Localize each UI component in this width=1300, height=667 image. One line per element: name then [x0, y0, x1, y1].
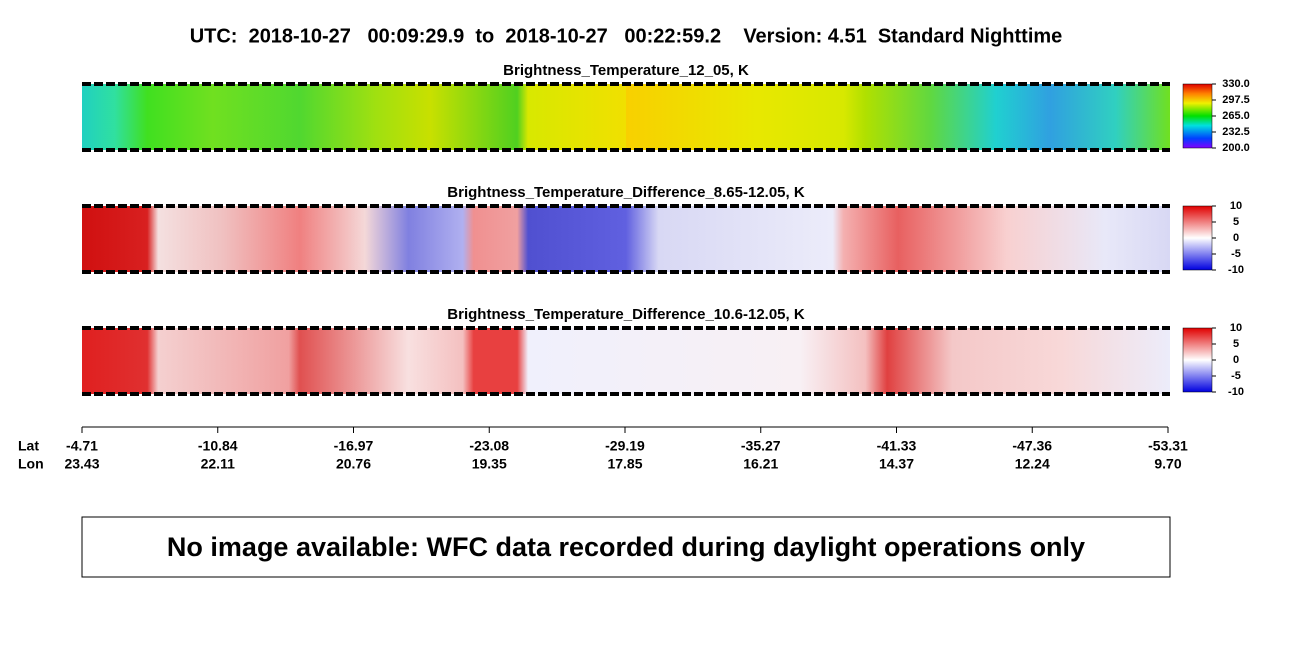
lat-tick-label: -10.84 — [198, 438, 238, 454]
lon-tick-label: 12.24 — [1015, 456, 1050, 472]
page-title: UTC: 2018-10-27 00:09:29.9 to 2018-10-27… — [190, 25, 1063, 47]
lat-tick-label: -47.36 — [1012, 438, 1052, 454]
colorbar — [1182, 327, 1213, 393]
colorbar — [1182, 205, 1213, 271]
lat-label: Lat — [18, 438, 39, 454]
lon-tick-label: 17.85 — [607, 456, 642, 472]
lat-tick-label: -4.71 — [66, 438, 98, 454]
colorbar-tick-label: 200.0 — [1222, 142, 1250, 154]
colorbar-tick-label: -5 — [1231, 248, 1241, 260]
lat-tick-label: -23.08 — [469, 438, 509, 454]
lon-tick-label: 14.37 — [879, 456, 914, 472]
colorbar-tick-label: 0 — [1233, 354, 1239, 366]
message: No image available: WFC data recorded du… — [167, 532, 1085, 562]
panel-title: Brightness_Temperature_Difference_10.6-1… — [447, 306, 805, 323]
colorbar-tick-label: -5 — [1231, 370, 1241, 382]
colorbar — [1182, 83, 1213, 149]
colorbar-tick-label: 330.0 — [1222, 78, 1250, 90]
lon-tick-label: 23.43 — [64, 456, 99, 472]
panel-title: Brightness_Temperature_Difference_8.65-1… — [447, 184, 805, 201]
colorbar-tick-label: 10 — [1230, 200, 1242, 212]
lat-tick-label: -16.97 — [334, 438, 374, 454]
colorbar-tick-label: -10 — [1228, 386, 1244, 398]
colorbar-tick-label: 5 — [1233, 216, 1239, 228]
colorbar-tick-label: 232.5 — [1222, 126, 1250, 138]
lat-tick-label: -35.27 — [741, 438, 781, 454]
lat-tick-label: -29.19 — [605, 438, 645, 454]
lon-tick-label: 16.21 — [743, 456, 778, 472]
swath-image — [82, 206, 1170, 272]
lon-tick-label: 9.70 — [1154, 456, 1181, 472]
swath-image — [82, 328, 1170, 394]
lat-tick-label: -41.33 — [877, 438, 917, 454]
colorbar-tick-label: 5 — [1233, 338, 1239, 350]
colorbar-tick-label: 265.0 — [1222, 110, 1250, 122]
colorbar-tick-label: 10 — [1230, 322, 1242, 334]
colorbar-tick-label: 0 — [1233, 232, 1239, 244]
swath-image — [82, 84, 1170, 150]
lon-tick-label: 22.11 — [201, 456, 235, 472]
lon-tick-label: 19.35 — [472, 456, 507, 472]
colorbar-tick-label: -10 — [1228, 264, 1244, 276]
lon-label: Lon — [18, 456, 44, 472]
message-box — [81, 516, 1171, 578]
panel-title: Brightness_Temperature_12_05, K — [503, 62, 749, 79]
lon-tick-label: 20.76 — [336, 456, 371, 472]
colorbar-tick-label: 297.5 — [1222, 94, 1250, 106]
lat-tick-label: -53.31 — [1148, 438, 1188, 454]
